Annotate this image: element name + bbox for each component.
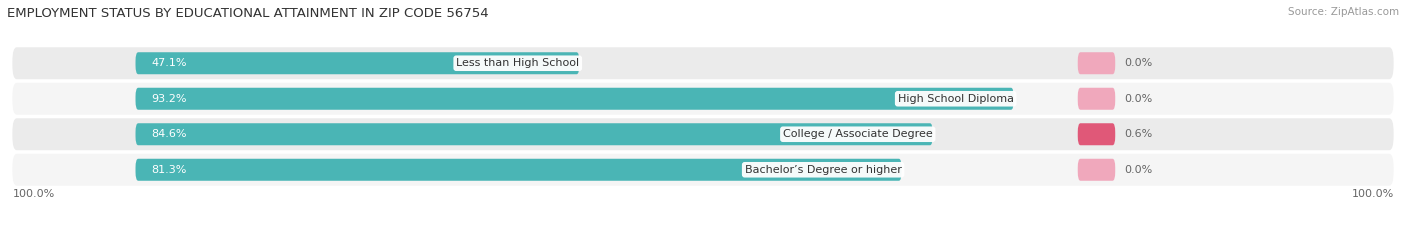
Text: 84.6%: 84.6%	[152, 129, 187, 139]
FancyBboxPatch shape	[1078, 52, 1115, 74]
FancyBboxPatch shape	[13, 83, 1393, 115]
FancyBboxPatch shape	[135, 123, 932, 145]
Text: Bachelor’s Degree or higher: Bachelor’s Degree or higher	[745, 165, 901, 175]
FancyBboxPatch shape	[1078, 123, 1115, 145]
Text: 100.0%: 100.0%	[13, 189, 55, 199]
Text: 0.6%: 0.6%	[1123, 129, 1152, 139]
Text: 0.0%: 0.0%	[1123, 58, 1152, 68]
Text: High School Diploma: High School Diploma	[897, 94, 1014, 104]
FancyBboxPatch shape	[13, 154, 1393, 186]
Text: College / Associate Degree: College / Associate Degree	[783, 129, 932, 139]
Text: 0.0%: 0.0%	[1123, 94, 1152, 104]
Text: 100.0%: 100.0%	[1351, 189, 1393, 199]
Text: 81.3%: 81.3%	[152, 165, 187, 175]
FancyBboxPatch shape	[13, 118, 1393, 150]
FancyBboxPatch shape	[13, 47, 1393, 79]
Text: EMPLOYMENT STATUS BY EDUCATIONAL ATTAINMENT IN ZIP CODE 56754: EMPLOYMENT STATUS BY EDUCATIONAL ATTAINM…	[7, 7, 489, 20]
Text: Less than High School: Less than High School	[456, 58, 579, 68]
FancyBboxPatch shape	[1078, 159, 1115, 181]
FancyBboxPatch shape	[135, 159, 901, 181]
FancyBboxPatch shape	[135, 88, 1014, 110]
Text: Source: ZipAtlas.com: Source: ZipAtlas.com	[1288, 7, 1399, 17]
FancyBboxPatch shape	[135, 52, 579, 74]
FancyBboxPatch shape	[1078, 88, 1115, 110]
Text: 93.2%: 93.2%	[152, 94, 187, 104]
Text: 0.0%: 0.0%	[1123, 165, 1152, 175]
Text: 47.1%: 47.1%	[152, 58, 187, 68]
